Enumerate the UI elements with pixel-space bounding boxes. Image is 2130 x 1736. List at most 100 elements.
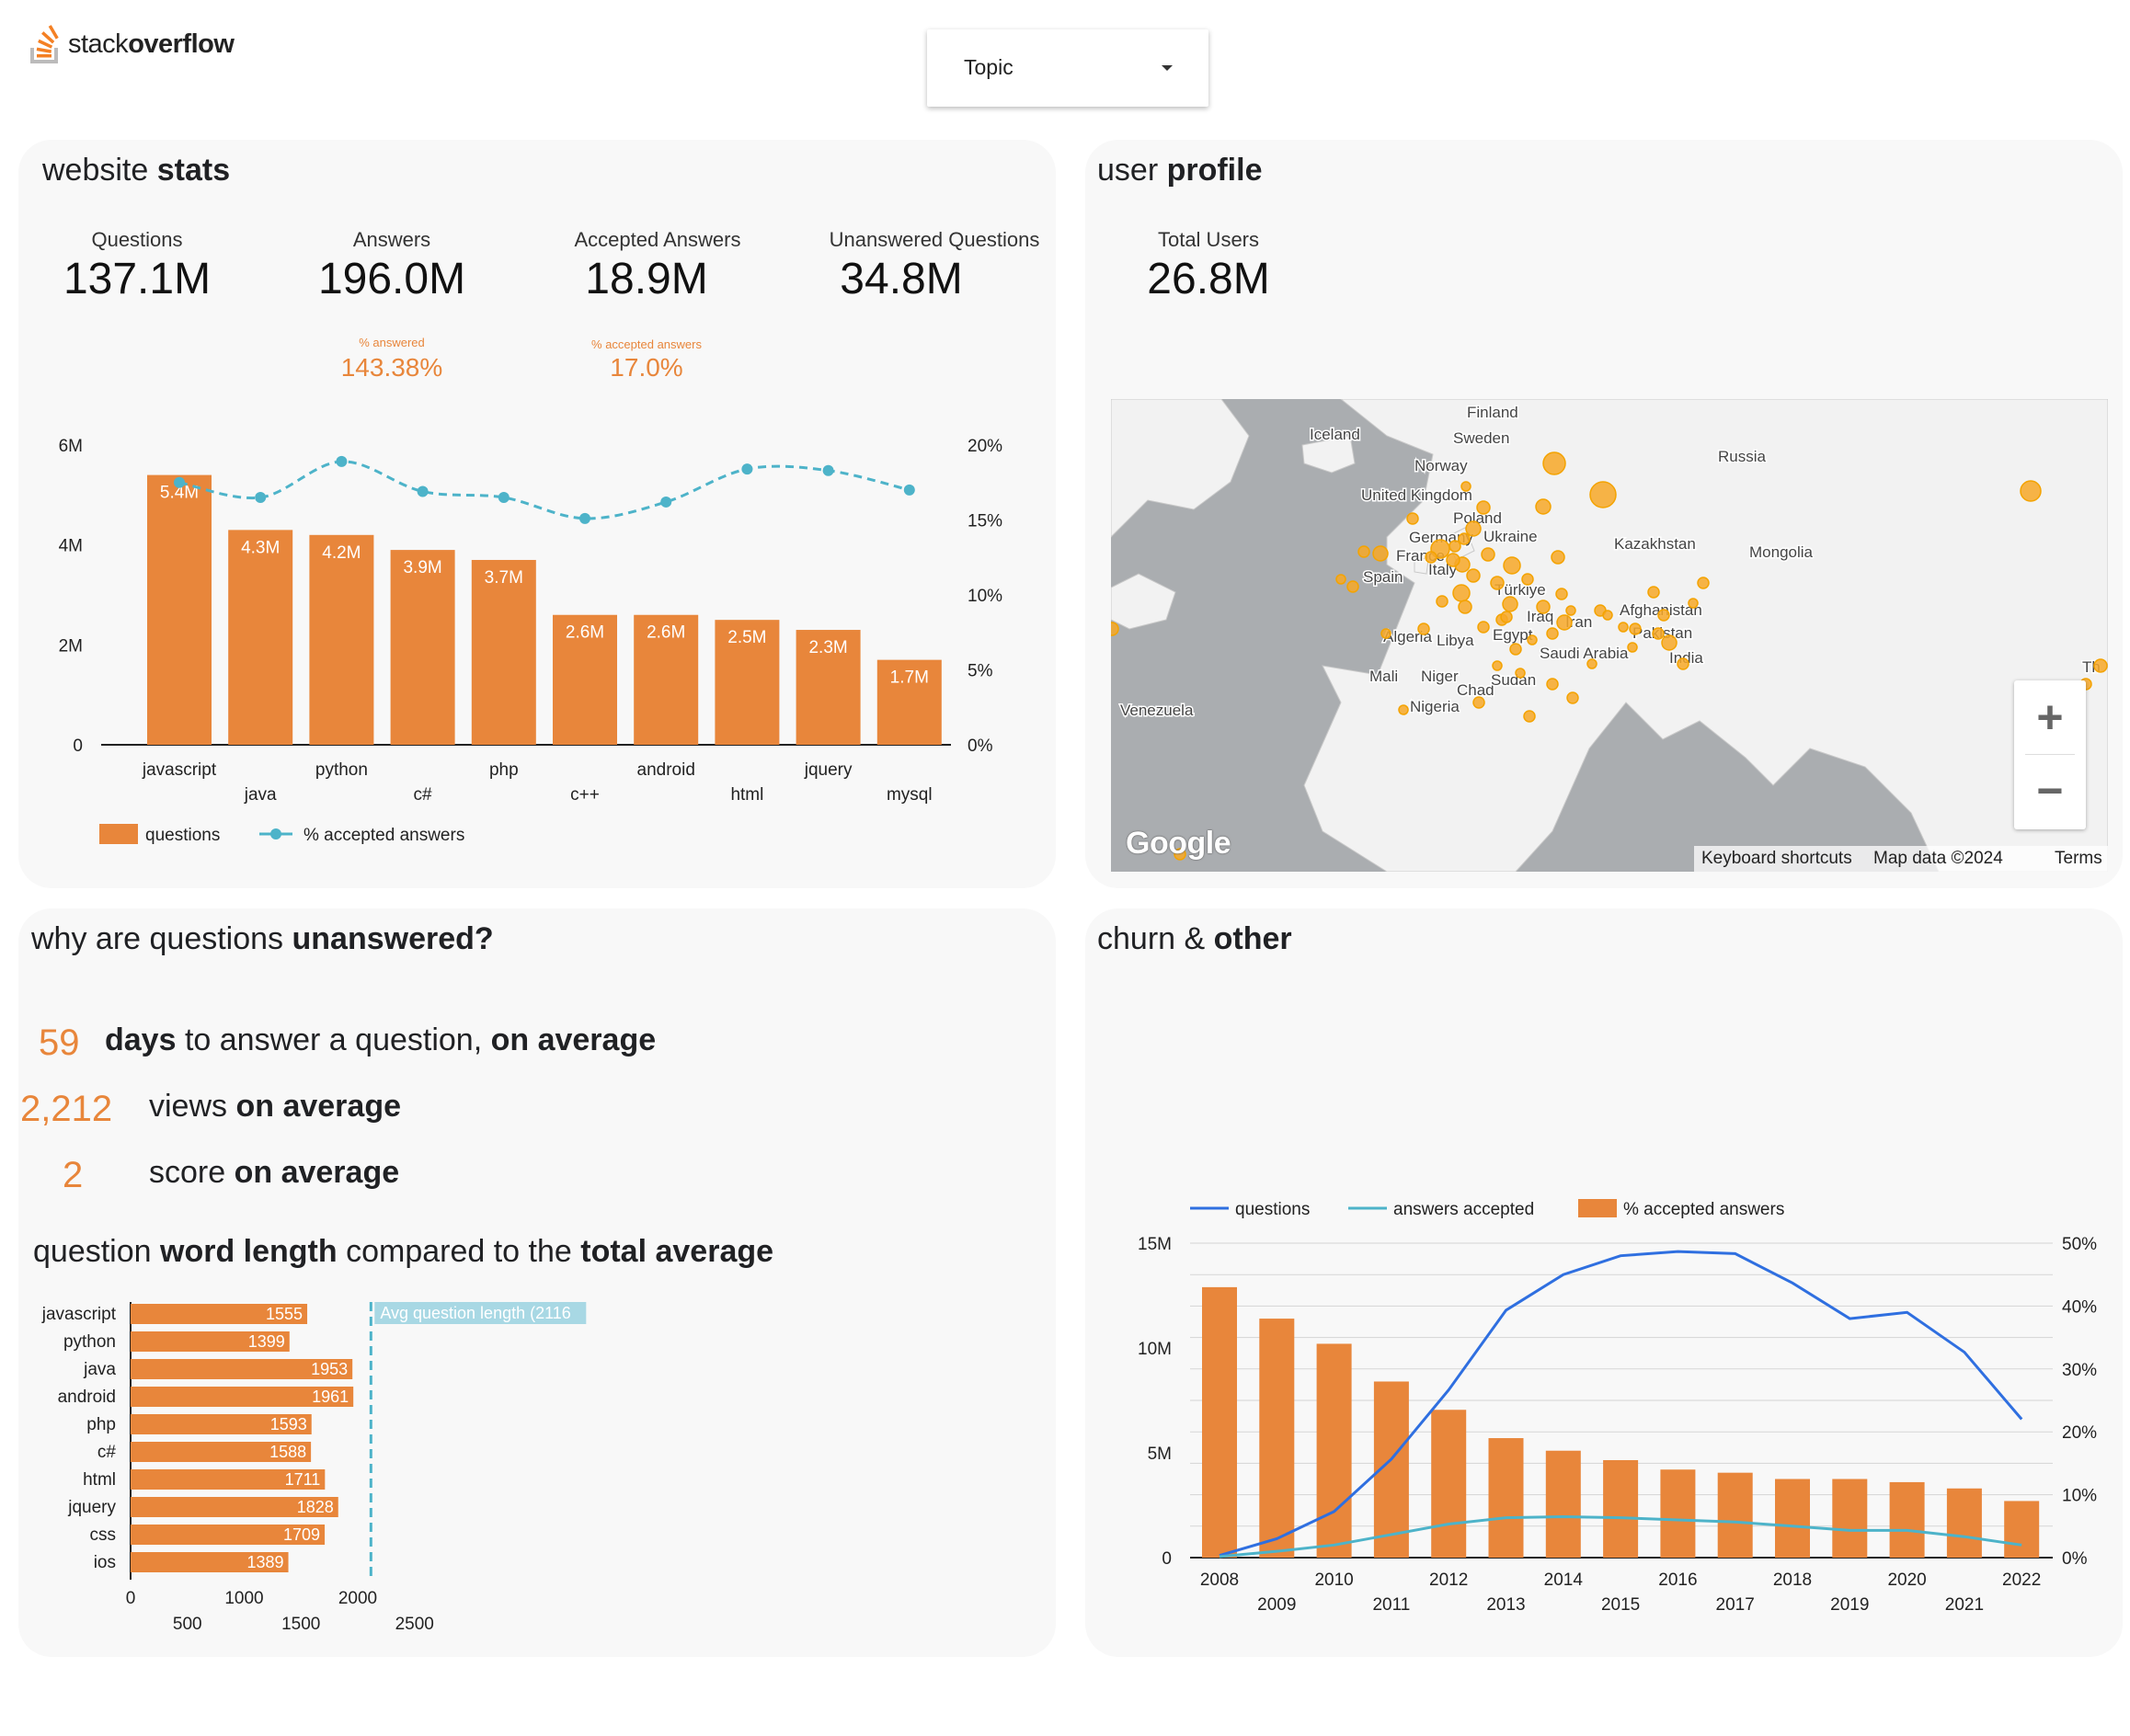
map-country-label: Libya <box>1437 632 1474 649</box>
x-axis-tick-label: 2500 <box>395 1615 434 1634</box>
bar-accepted-pct <box>1259 1319 1295 1558</box>
map-user-dot <box>1446 553 1460 567</box>
topic-dropdown[interactable]: Topic <box>927 29 1208 107</box>
bar-questions <box>876 659 942 745</box>
bar-word-length <box>131 1331 290 1352</box>
user-map[interactable]: Finland Iceland Sweden Norway Russia United K… <box>1111 399 2108 872</box>
map-user-dot <box>1502 596 1518 612</box>
map-country-label: Venezuela <box>1120 702 1194 719</box>
bar-accepted-pct <box>1832 1479 1868 1558</box>
map-user-dot <box>1657 609 1670 622</box>
map-user-dot <box>1555 588 1568 600</box>
bar-accepted-pct <box>1946 1488 1982 1558</box>
y2-axis-tick-label: 50% <box>2062 1235 2097 1254</box>
map-user-dot <box>1372 545 1389 562</box>
legend-swatch-questions <box>99 824 138 844</box>
map-user-dot <box>1523 710 1536 723</box>
x-axis-tick-label: 2022 <box>2002 1570 2041 1590</box>
kpi-answers-value: 196.0M <box>317 255 466 303</box>
map-user-dot <box>1174 848 1186 861</box>
zoom-out-button[interactable]: − <box>2014 755 2086 828</box>
x-axis-tick-label: c++ <box>570 785 600 805</box>
bar-questions <box>147 474 212 745</box>
y2-axis-tick-label: 5% <box>968 662 993 681</box>
map-user-dot <box>1536 600 1551 614</box>
x-axis-tick-label: 2021 <box>1945 1595 1984 1615</box>
series-line-accepted <box>178 460 910 520</box>
y-axis-category-label: html <box>83 1470 116 1490</box>
churn-chart: 0 5M 10M 15M 0% 10% 20% 30% 40% 50% 2008 2009 2010 20… <box>1138 1199 2097 1615</box>
map-country-label: United Kingdom <box>1361 486 1472 504</box>
zoom-in-button[interactable]: + <box>2014 680 2086 754</box>
keyboard-shortcuts-link[interactable]: Keyboard shortcuts <box>1701 849 1852 868</box>
stackoverflow-logo-icon <box>30 25 59 63</box>
map-user-dot <box>1458 532 1471 545</box>
bar-word-length <box>131 1414 312 1434</box>
x-axis-tick-label: c# <box>414 785 433 805</box>
x-axis-tick-label: 2013 <box>1486 1595 1525 1615</box>
legend-label-accepted: % accepted answers <box>303 826 464 845</box>
map-user-dot <box>1546 627 1559 640</box>
y2-axis-tick-label: 0% <box>2062 1549 2088 1569</box>
y-axis-tick-label: 15M <box>1138 1235 1172 1254</box>
questions-by-topic-chart: 0 2M 4M 6M 0% 5% 10% 15% 20% 5.4M javascript 4.3M ja… <box>59 437 1003 845</box>
avg-score-text: score on average <box>149 1155 400 1190</box>
avg-views-text: views on average <box>149 1089 401 1124</box>
x-axis-tick-label: php <box>489 760 519 780</box>
map-user-dot <box>1566 691 1579 704</box>
series-line-answers-accepted <box>1219 1515 2022 1559</box>
bar-data-label: 1828 <box>297 1498 334 1516</box>
y-axis-tick-label: 5M <box>1148 1445 1172 1464</box>
y-axis-category-label: javascript <box>41 1305 117 1324</box>
bar-data-label: 1953 <box>311 1360 348 1378</box>
kpi-accepted-value: 18.9M <box>585 255 708 303</box>
map-user-dot <box>1688 598 1699 609</box>
bar-data-label: 2.5M <box>727 628 766 647</box>
map-user-dot <box>1647 586 1660 599</box>
y-axis-category-label: jquery <box>67 1498 116 1517</box>
x-axis-tick-label: 2009 <box>1257 1595 1296 1615</box>
x-axis-tick-label: python <box>315 760 368 780</box>
map-country-label: Chad <box>1457 681 1494 699</box>
y-axis-category-label: java <box>83 1360 116 1379</box>
map-country-label: Egypt <box>1493 626 1533 644</box>
bar-accepted-pct <box>1202 1286 1237 1558</box>
map-user-dot <box>1589 481 1617 508</box>
bar-accepted-pct <box>1488 1438 1524 1558</box>
x-axis-tick-label: 1500 <box>281 1615 320 1634</box>
map-country-label: Finland <box>1467 404 1518 421</box>
map-user-dot <box>1465 520 1482 537</box>
map-user-dot <box>1481 547 1495 562</box>
y2-axis-tick-label: 10% <box>968 587 1002 606</box>
terms-link[interactable]: Terms <box>2055 849 2102 868</box>
line-point-accepted <box>336 455 348 467</box>
legend-label-accepted-pct: % accepted answers <box>1623 1200 1784 1219</box>
legend-swatch-accepted-pct <box>1578 1199 1617 1217</box>
x-axis-tick-label: 2010 <box>1314 1570 1353 1590</box>
bar-data-label: 1399 <box>248 1332 285 1351</box>
x-axis-tick-label: 2018 <box>1773 1570 1812 1590</box>
map-country-label: Mongolia <box>1749 543 1814 561</box>
bar-data-label: 1593 <box>270 1415 307 1433</box>
kpi-unanswered-label: Unanswered Questions <box>829 228 1040 251</box>
avg-views-number: 2,212 <box>20 1089 113 1129</box>
stackoverflow-logo[interactable]: stackoverflow <box>29 22 250 64</box>
map-user-dot <box>1436 595 1449 608</box>
map-land-shape <box>1111 573 1176 630</box>
y2-axis-tick-label: 40% <box>2062 1297 2097 1317</box>
bar-data-label: 4.3M <box>241 538 280 557</box>
y-axis-category-label: ios <box>94 1553 116 1572</box>
map-user-dot <box>1602 610 1613 621</box>
map-user-dot <box>1472 696 1485 709</box>
line-point-accepted <box>660 496 672 508</box>
bar-data-label: 1711 <box>285 1470 321 1489</box>
x-axis-tick-label: 2011 <box>1372 1595 1410 1615</box>
map-user-dot <box>1458 600 1472 614</box>
map-data-text: Map data ©2024 <box>1873 849 2003 868</box>
bar-data-label: 3.7M <box>485 568 523 588</box>
map-country-label: Norway <box>1414 457 1468 474</box>
map-user-dot <box>1335 574 1346 585</box>
line-point-accepted <box>255 492 267 504</box>
map-country-label: Nigeria <box>1410 698 1460 715</box>
kpi-answers-label: Answers <box>352 228 431 251</box>
